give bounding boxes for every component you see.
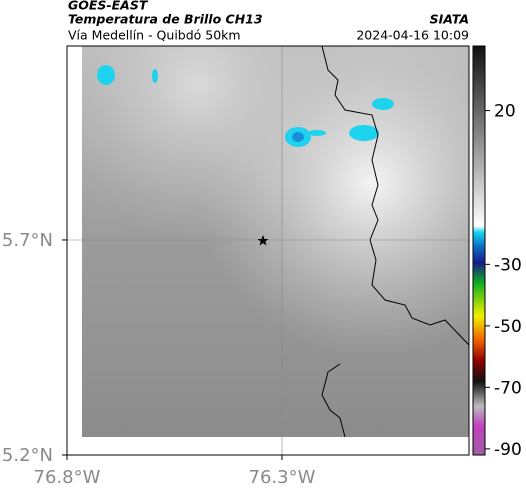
- colorbar-tick-label: -30: [494, 255, 522, 275]
- colorbar-tick-label: -90: [494, 440, 522, 460]
- colorbar: [472, 45, 486, 456]
- colorbar-tick-label: -50: [494, 317, 522, 337]
- y-tick-label: 5.2°N: [2, 445, 53, 466]
- source: SIATA: [430, 12, 469, 27]
- product: GOES-EAST: [68, 0, 149, 13]
- subtitle: Vía Medellín - Quibdó 50km: [68, 28, 241, 43]
- datetime: 2024-04-16 10:09: [356, 28, 469, 43]
- y-tick-label: 5.7°N: [2, 230, 53, 251]
- location-marker: [257, 235, 269, 246]
- satellite-image: [82, 46, 469, 437]
- map-frame: [66, 45, 470, 456]
- x-tick-label: 76.3°W: [249, 467, 316, 488]
- colorbar-tick-label: 20: [494, 102, 516, 122]
- title: Temperatura de Brillo CH13: [68, 12, 263, 27]
- colorbar-tick-label: -70: [494, 378, 522, 398]
- borders: [321, 45, 470, 438]
- x-tick-label: 76.8°W: [34, 467, 101, 488]
